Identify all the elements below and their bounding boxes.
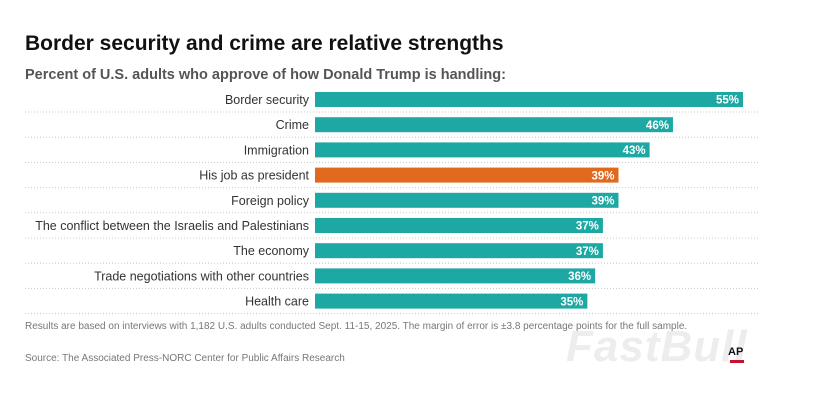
bar (315, 117, 673, 133)
chart-title: Border security and crime are relative s… (25, 32, 504, 55)
category-label: Immigration (244, 143, 309, 157)
ap-logo: AP (728, 346, 748, 364)
value-label: 36% (568, 271, 591, 283)
value-label: 37% (576, 221, 599, 233)
category-label: Trade negotiations with other countries (94, 269, 309, 283)
category-label: Foreign policy (231, 194, 310, 208)
value-label: 35% (560, 296, 583, 308)
source-note: Source: The Associated Press-NORC Center… (25, 353, 345, 364)
category-label: The conflict between the Israelis and Pa… (35, 219, 309, 233)
category-label: Crime (276, 118, 309, 132)
bar (315, 293, 588, 309)
bar (315, 243, 603, 259)
value-label: 46% (646, 120, 669, 132)
bar (315, 92, 743, 107)
footnote: Results are based on interviews with 1,1… (25, 321, 688, 332)
bar (315, 167, 619, 183)
bar (315, 218, 603, 233)
ap-logo-bar (730, 360, 744, 363)
bar (315, 268, 596, 284)
bar (315, 192, 619, 208)
value-label: 37% (576, 246, 599, 258)
category-label: The economy (233, 244, 309, 258)
category-label: His job as president (199, 169, 309, 183)
bar-chart: Border security 55% Crime 46% Immigration 43%… (25, 92, 760, 315)
ap-logo-text: AP (728, 346, 744, 358)
category-label: Border security (225, 93, 310, 107)
value-label: 39% (591, 170, 614, 182)
value-label: 39% (591, 196, 614, 208)
watermark: FastBull (566, 322, 748, 371)
value-label: 43% (623, 145, 646, 157)
chart-subtitle: Percent of U.S. adults who approve of ho… (25, 67, 506, 83)
bar (315, 142, 650, 158)
category-label: Health care (245, 295, 309, 309)
value-label: 55% (716, 95, 739, 107)
